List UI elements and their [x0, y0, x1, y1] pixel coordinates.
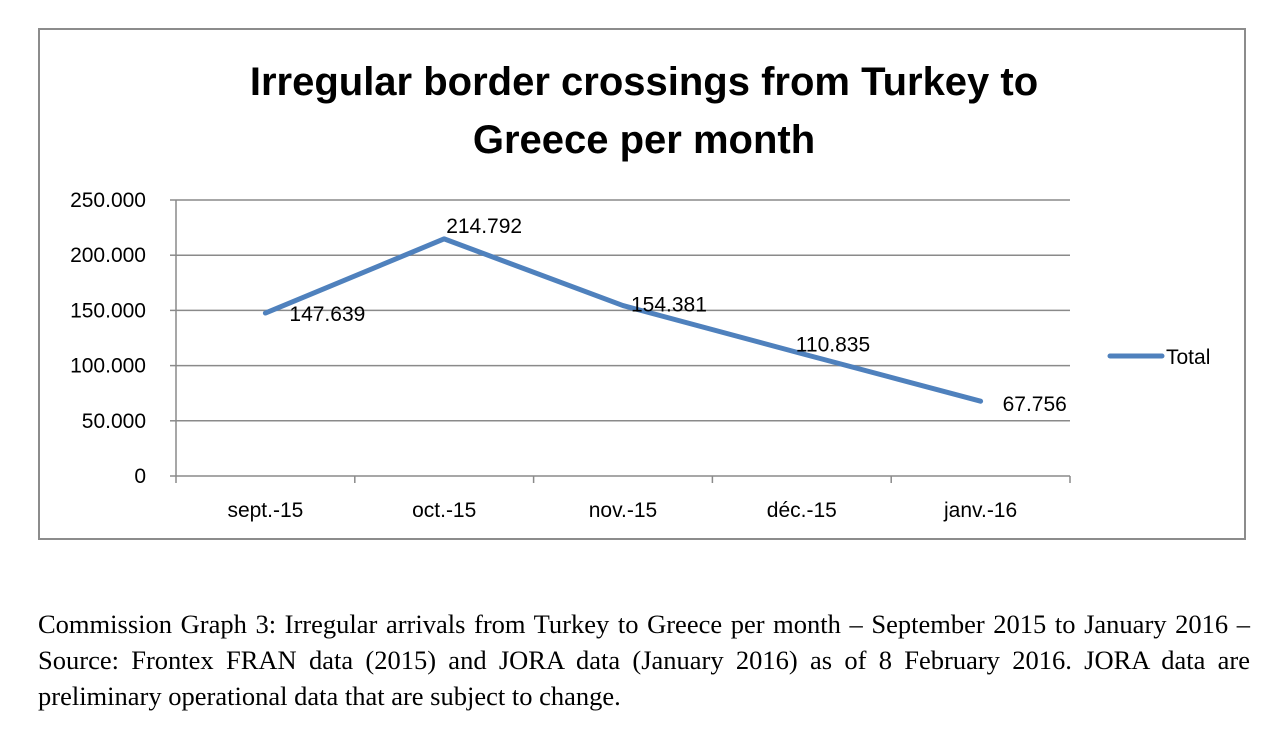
data-label: 154.381 [631, 294, 707, 317]
x-tick-label: sept.-15 [227, 499, 303, 522]
line-chart: Irregular border crossings from Turkey t… [70, 60, 1210, 522]
data-label: 110.835 [796, 334, 870, 357]
chart-title-line-1: Irregular border crossings from Turkey t… [250, 60, 1038, 104]
y-tick-label: 0 [134, 465, 146, 488]
x-tick-label: oct.-15 [412, 499, 476, 522]
y-tick-label: 200.000 [70, 244, 146, 267]
x-tick-label: déc.-15 [767, 499, 837, 522]
data-label: 214.792 [446, 215, 522, 238]
figure-caption: Commission Graph 3: Irregular arrivals f… [38, 609, 1250, 711]
axes: 0 50.000 100.000 150.000 200.000 250.000 sept.… [70, 189, 1071, 522]
series-total [262, 236, 984, 404]
data-label: 147.639 [289, 303, 365, 326]
y-tick-label: 100.000 [70, 355, 146, 378]
gridlines [176, 199, 1070, 422]
legend-label-total: Total [1166, 346, 1210, 369]
chart-title-line-2: Greece per month [473, 118, 815, 162]
x-tick-label: janv.-16 [943, 499, 1017, 522]
y-tick-label: 50.000 [82, 410, 146, 433]
series-line-total [262, 236, 984, 404]
y-tick-label: 250.000 [70, 189, 146, 212]
x-tick-label: nov.-15 [589, 499, 658, 522]
chart-frame: Irregular border crossings from Turkey t… [38, 28, 1246, 540]
y-tick-label: 150.000 [70, 299, 146, 322]
legend: Total [1107, 346, 1210, 369]
data-labels: 147.639 214.792 154.381 110.835 67.756 [289, 215, 1066, 416]
data-label: 67.756 [1003, 393, 1067, 416]
